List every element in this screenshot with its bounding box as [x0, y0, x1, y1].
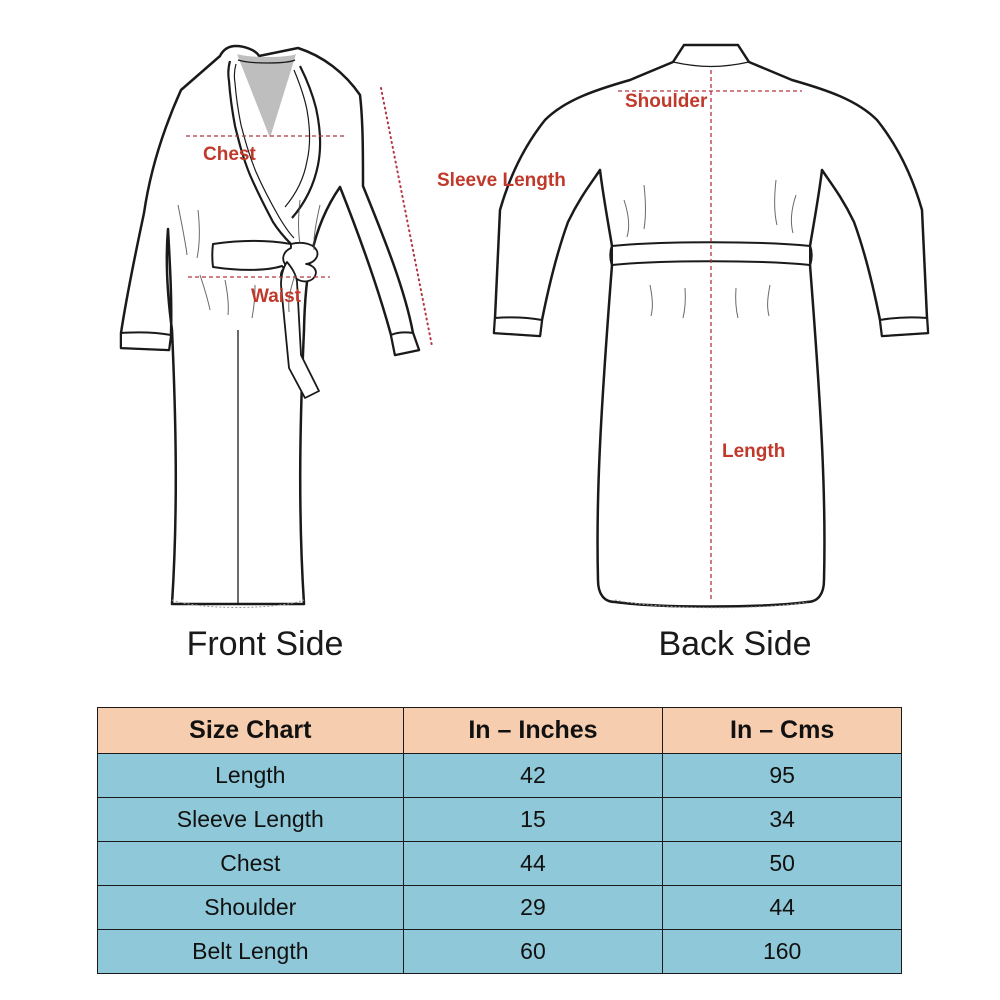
svg-text:Waist: Waist	[251, 286, 302, 307]
svg-text:Sleeve Length: Sleeve Length	[437, 170, 566, 191]
svg-text:Chest: Chest	[203, 144, 256, 165]
svg-text:Shoulder: Shoulder	[625, 91, 708, 112]
svg-text:Length: Length	[722, 441, 785, 462]
